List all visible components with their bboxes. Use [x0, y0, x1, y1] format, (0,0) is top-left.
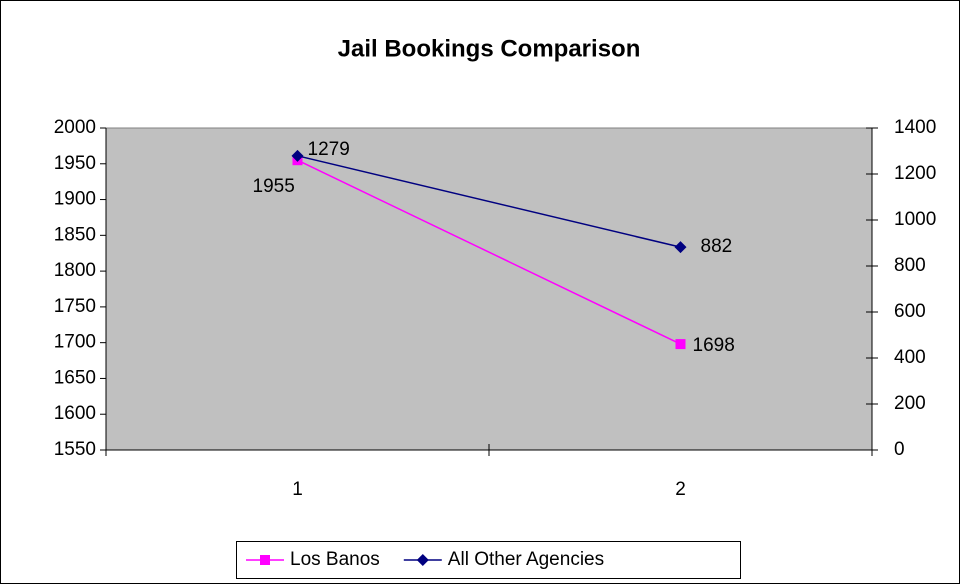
series-line	[297, 155, 681, 248]
data-label: 1698	[693, 335, 735, 356]
y-tick-label: 1700	[54, 332, 96, 353]
point-marker	[260, 555, 270, 565]
y2-tick-label: 600	[894, 301, 926, 322]
plot-area	[105, 127, 873, 451]
x-tick-label: 2	[675, 479, 686, 500]
y2-tick-label: 1200	[894, 163, 936, 184]
series-line	[297, 159, 681, 345]
y2-tick-label: 1000	[894, 209, 936, 230]
data-label: 1955	[253, 176, 295, 197]
y2-tick-label: 0	[894, 439, 905, 460]
y-tick-label: 1550	[54, 439, 96, 460]
y-tick-label: 1800	[54, 260, 96, 281]
y-tick-label: 1600	[54, 403, 96, 424]
y-tick-label: 1850	[54, 224, 96, 245]
y2-tick-label: 200	[894, 393, 926, 414]
point-marker	[674, 241, 687, 254]
x-tick-label: 1	[292, 479, 303, 500]
data-label: 1279	[308, 139, 350, 160]
point-marker	[291, 149, 304, 162]
y-tick-label: 1900	[54, 189, 96, 210]
y2-tick-label: 1400	[894, 117, 936, 138]
legend-label: All Other Agencies	[448, 549, 604, 570]
y-tick-label: 1650	[54, 367, 96, 388]
y-tick-label: 1950	[54, 153, 96, 174]
y2-tick-label: 400	[894, 347, 926, 368]
y2-tick-label: 800	[894, 255, 926, 276]
chart-title: Jail Bookings Comparison	[338, 35, 641, 62]
legend-label: Los Banos	[290, 549, 380, 570]
y-tick-label: 1750	[54, 296, 96, 317]
y-tick-label: 2000	[54, 117, 96, 138]
point-marker	[675, 339, 686, 350]
legend-box	[236, 541, 741, 579]
point-marker	[416, 554, 429, 566]
data-label: 882	[701, 236, 733, 257]
